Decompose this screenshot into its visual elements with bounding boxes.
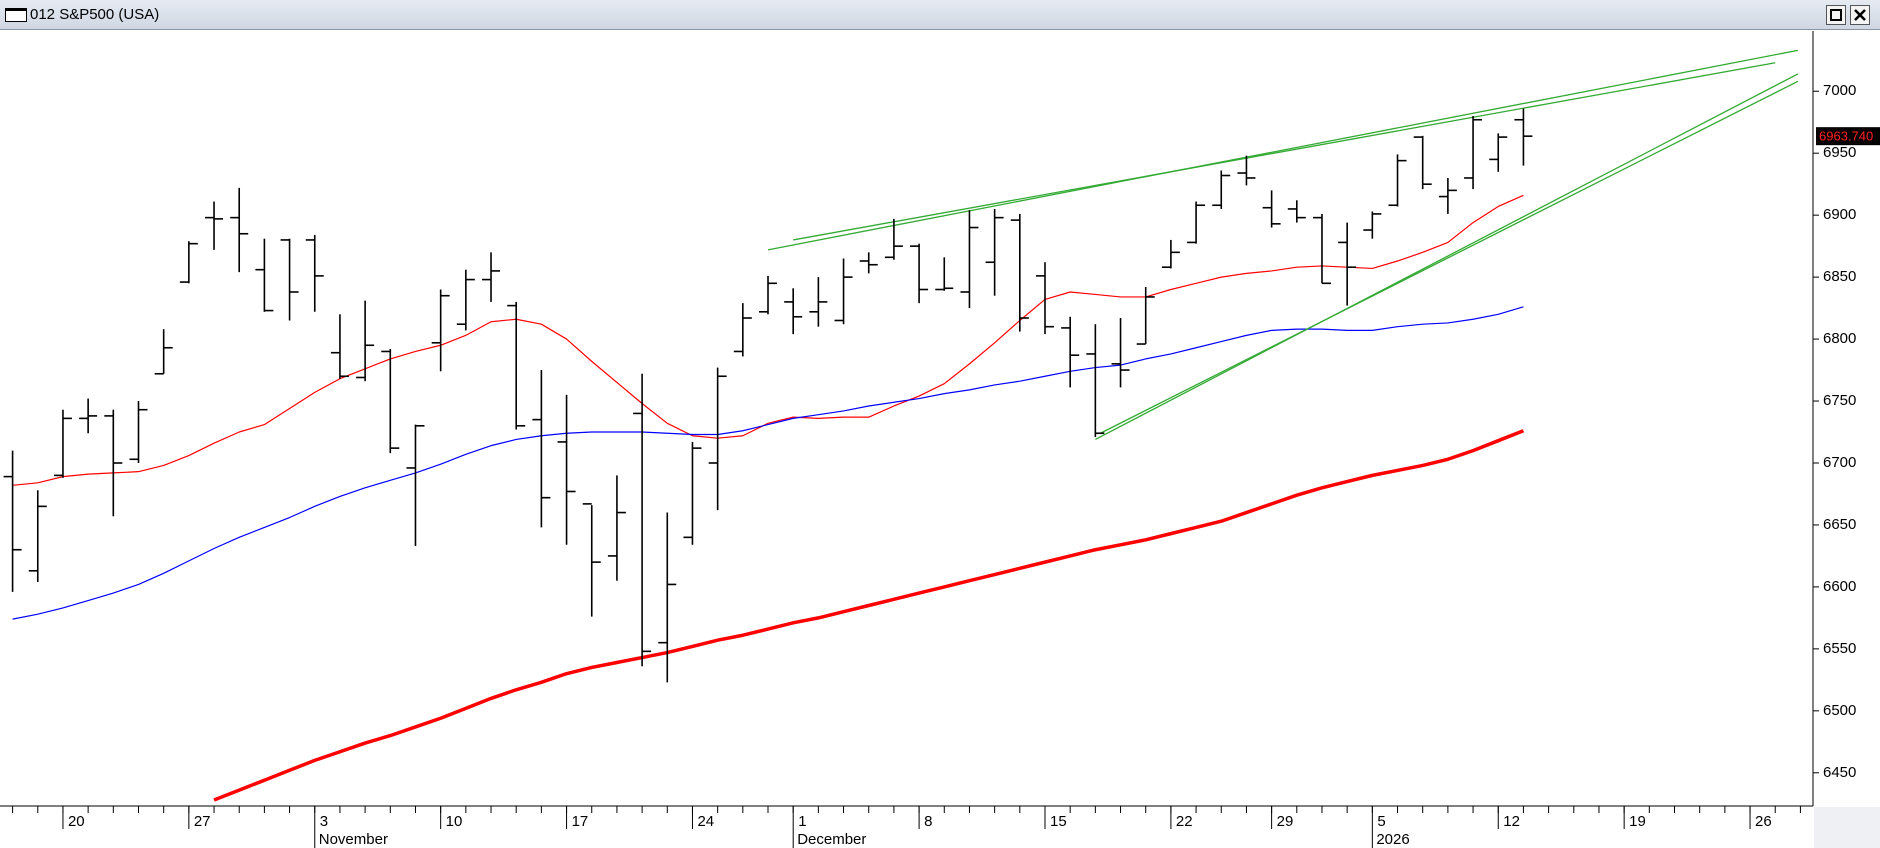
x-tick-label: 15 — [1050, 813, 1067, 830]
x-tick-label: 20 — [68, 813, 85, 830]
x-tick-label: 27 — [194, 813, 211, 830]
trend-line — [1095, 73, 1799, 441]
trend-line — [793, 62, 1776, 241]
title-bar: 012 S&P500 (USA) — [0, 0, 1880, 30]
x-tick-label: 17 — [572, 813, 589, 830]
x-tick-label: 26 — [1755, 813, 1772, 830]
trend-line — [767, 49, 1799, 251]
ma-line — [12, 194, 1524, 486]
x-tick-label: 10 — [446, 813, 463, 830]
y-tick-label: 6750 — [1823, 392, 1856, 409]
y-tick-label: 6850 — [1823, 268, 1856, 285]
y-tick-label: 6500 — [1823, 702, 1856, 719]
window-icon — [5, 8, 27, 22]
axis-corner — [1814, 807, 1880, 848]
y-tick-label: 6600 — [1823, 578, 1856, 595]
x-group-label: November — [319, 831, 388, 848]
y-tick-label: 6800 — [1823, 330, 1856, 347]
trend-line — [1100, 80, 1799, 434]
last-price-box — [1816, 127, 1880, 146]
y-tick-label: 6950 — [1823, 144, 1856, 161]
x-tick-label: 3 — [320, 813, 328, 830]
ma-line — [213, 429, 1525, 802]
x-tick-label: 8 — [924, 813, 932, 830]
x-tick-label: 5 — [1377, 813, 1385, 830]
x-tick-label: 1 — [798, 813, 806, 830]
x-tick-label: 29 — [1277, 813, 1294, 830]
window-title: 012 S&P500 (USA) — [30, 6, 160, 23]
x-group-label: 2026 — [1376, 831, 1409, 848]
maximize-button[interactable] — [1826, 5, 1846, 25]
ma-line — [12, 306, 1524, 620]
x-tick-label: 22 — [1176, 813, 1193, 830]
y-tick-label: 6550 — [1823, 640, 1856, 657]
y-tick-label: 6700 — [1823, 454, 1856, 471]
y-tick-label: 6900 — [1823, 206, 1856, 223]
x-tick-label: 19 — [1629, 813, 1646, 830]
y-tick-label: 6650 — [1823, 516, 1856, 533]
x-group-label: December — [797, 831, 866, 848]
x-tick-label: 24 — [697, 813, 714, 830]
last-price-label: 6963.740 — [1819, 129, 1873, 144]
x-tick-label: 12 — [1503, 813, 1520, 830]
y-tick-label: 6450 — [1823, 764, 1856, 781]
close-button[interactable] — [1850, 5, 1870, 25]
y-tick-label: 7000 — [1823, 82, 1856, 99]
